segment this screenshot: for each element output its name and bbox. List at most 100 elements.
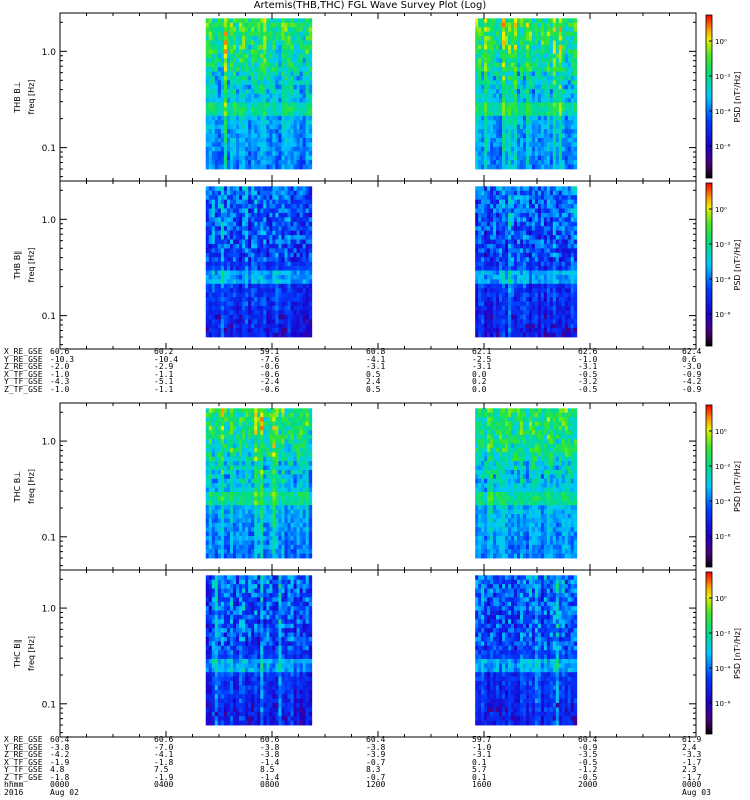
spectrogram-cell <box>257 111 261 117</box>
spectrogram-cell <box>293 257 298 263</box>
spectrogram-cell <box>290 283 294 289</box>
spectrogram-cell <box>475 226 479 232</box>
spectrogram-cell <box>490 248 494 254</box>
spectrogram-cell <box>254 310 258 316</box>
spectrogram-cell <box>217 319 222 325</box>
spectrogram-cell <box>263 102 267 108</box>
spectrogram-cell <box>487 274 491 280</box>
spectrogram-cell <box>205 257 210 263</box>
spectrogram-cell <box>505 58 509 64</box>
spectrogram-cell <box>263 297 267 302</box>
spectrogram-cell <box>223 106 228 112</box>
spectrogram-cell <box>242 323 246 329</box>
spectrogram-cell <box>211 505 216 510</box>
spectrogram-cell <box>299 235 304 240</box>
spectrogram-cell <box>531 124 536 130</box>
spectrogram-cell <box>290 310 294 316</box>
spectrogram-cell <box>534 323 539 329</box>
spectrogram-cell <box>475 283 479 289</box>
spectrogram-cell <box>573 212 578 218</box>
spectrogram-cell <box>245 235 249 240</box>
spectrogram-cell <box>519 328 524 333</box>
spectrogram-cell <box>254 305 258 311</box>
spectrogram-cell <box>305 115 310 121</box>
spectrogram-cell <box>272 115 276 121</box>
spectrogram-cell <box>214 142 219 148</box>
spectrogram-cell <box>205 417 210 422</box>
spectrogram-cell <box>236 301 240 307</box>
spectrogram-cell <box>493 257 497 263</box>
spectrogram-cell <box>290 142 294 148</box>
spectrogram-cell <box>260 319 264 325</box>
spectrogram-cell <box>233 323 237 329</box>
spectrogram-cell <box>275 155 279 161</box>
spectrogram-cell <box>272 319 276 325</box>
spectrogram-cell <box>484 288 488 294</box>
spectrogram-cell <box>208 111 213 117</box>
spectrogram-cell <box>493 44 497 50</box>
spectrogram-cell <box>475 93 479 99</box>
spectrogram-cell <box>257 328 261 333</box>
spectrogram-cell <box>208 190 213 196</box>
spectrogram-cell <box>531 49 536 55</box>
spectrogram-cell <box>308 18 313 24</box>
spectrogram-cell <box>257 53 261 59</box>
spectrogram-cell <box>546 49 551 55</box>
spectrogram-cell <box>517 274 521 280</box>
spectrogram-cell <box>567 305 572 311</box>
spectrogram-cell <box>302 226 307 232</box>
spectrogram-cell <box>263 314 267 320</box>
spectrogram-cell <box>263 190 267 196</box>
spectrogram-cell <box>211 58 216 64</box>
spectrogram-cell <box>564 212 569 218</box>
spectrogram-cell <box>552 297 557 302</box>
spectrogram-cell <box>493 297 497 302</box>
spectrogram-cell <box>226 221 231 227</box>
spectrogram-cell <box>484 305 488 311</box>
spectrogram-cell <box>531 40 536 46</box>
spectrogram-cell <box>226 67 231 72</box>
spectrogram-cell <box>573 40 578 46</box>
spectrogram-cell <box>205 500 210 506</box>
spectrogram-cell <box>564 18 569 24</box>
spectrogram-cell <box>561 58 566 64</box>
spectrogram-cell <box>287 195 291 201</box>
spectrogram-cell <box>305 75 310 81</box>
spectrogram-cell <box>229 248 234 254</box>
spectrogram-cell <box>567 270 572 276</box>
spectrogram-cell <box>508 328 512 333</box>
spectrogram-cell <box>549 310 554 316</box>
spectrogram-cell <box>308 301 313 307</box>
spectrogram-cell <box>481 243 485 249</box>
colorbar-tick-label: 10⁻² <box>715 241 731 249</box>
spectrogram-cell <box>502 53 506 59</box>
spectrogram-cell <box>302 151 307 157</box>
spectrogram-cell <box>543 261 548 267</box>
spectrogram-cell <box>537 164 542 170</box>
spectrogram-cell <box>570 160 575 165</box>
spectrogram-cell <box>502 314 506 320</box>
spectrogram-cell <box>263 212 267 218</box>
spectrogram-cell <box>555 18 560 24</box>
spectrogram-cell <box>522 155 527 161</box>
spectrogram-cell <box>211 443 216 449</box>
spectrogram-cell <box>284 332 288 338</box>
spectrogram-cell <box>487 208 491 214</box>
spectrogram-cell <box>299 160 304 165</box>
spectrogram-cell <box>211 129 216 134</box>
spectrogram-cell <box>567 137 572 143</box>
spectrogram-cell <box>543 40 548 46</box>
spectrogram-cell <box>552 62 557 68</box>
spectrogram-cell <box>517 53 521 59</box>
spectrogram-cell <box>205 146 210 152</box>
spectrogram-cell <box>236 155 240 161</box>
spectrogram-cell <box>245 98 249 103</box>
spectrogram-cell <box>308 106 313 112</box>
spectrogram-cell <box>561 129 566 134</box>
spectrogram-cell <box>484 186 488 192</box>
spectrogram-cell <box>573 115 578 121</box>
spectrogram-cell <box>528 106 533 112</box>
spectrogram-cell <box>549 217 554 223</box>
spectrogram-cell <box>284 297 288 302</box>
spectrogram-cell <box>549 261 554 267</box>
